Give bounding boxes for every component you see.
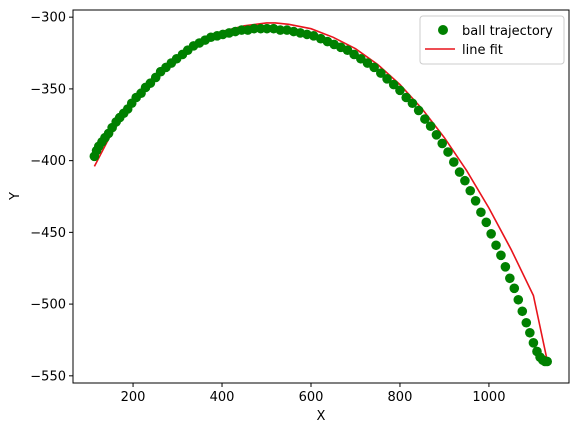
trajectory-point <box>376 68 386 78</box>
y-axis-ticks: −550 −500 −450 −400 −350 −300 <box>30 11 73 384</box>
trajectory-point <box>460 175 470 186</box>
trajectory-point <box>500 261 511 272</box>
trajectory-point <box>407 98 418 109</box>
trajectory-point <box>420 114 430 124</box>
trajectory-point <box>470 196 481 206</box>
y-tick-label: −550 <box>30 369 66 384</box>
trajectory-point <box>401 92 411 103</box>
plot-area <box>73 10 569 383</box>
trajectory-point <box>249 23 259 34</box>
x-tick-label: 200 <box>121 390 146 405</box>
x-tick-label: 400 <box>210 390 235 405</box>
y-tick-label: −350 <box>30 82 66 97</box>
x-axis-ticks: 200 400 600 800 1000 <box>121 383 505 405</box>
y-tick-label: −400 <box>30 154 66 169</box>
trajectory-point <box>437 138 448 149</box>
y-tick-label: −450 <box>30 226 66 241</box>
legend-marker-ball-trajectory <box>438 25 448 35</box>
trajectory-point <box>382 74 392 84</box>
trajectory-point <box>509 283 520 294</box>
trajectory-point <box>496 250 506 261</box>
trajectory-point <box>448 157 459 167</box>
trajectory-point <box>513 294 524 305</box>
trajectory-point <box>425 121 436 132</box>
legend-label-ball-trajectory: ball trajectory <box>462 24 553 39</box>
x-axis-label: X <box>317 409 326 424</box>
trajectory-point <box>262 23 272 34</box>
trajectory-point <box>542 356 553 367</box>
x-tick-label: 600 <box>299 390 324 405</box>
trajectory-point <box>505 273 515 284</box>
trajectory-point <box>465 185 476 196</box>
points-layer <box>89 23 553 367</box>
legend-box <box>419 15 565 65</box>
trajectory-point <box>476 207 486 218</box>
trajectory-point <box>528 338 539 348</box>
trajectory-point <box>413 105 424 116</box>
trajectory-point <box>486 229 496 239</box>
trajectory-point <box>443 147 453 157</box>
trajectory-point <box>521 317 532 328</box>
trajectory-point <box>491 240 501 251</box>
trajectory-point <box>395 85 405 96</box>
x-tick-label: 1000 <box>472 390 505 405</box>
legend: ball trajectory line fit <box>419 15 565 65</box>
legend-label-line-fit: line fit <box>462 43 503 58</box>
x-tick-label: 800 <box>388 390 413 405</box>
y-tick-label: −500 <box>30 298 66 313</box>
y-axis-label: Y <box>8 192 23 201</box>
trajectory-point <box>431 130 442 140</box>
trajectory-point <box>275 25 286 35</box>
trajectory-point <box>517 306 528 317</box>
plot-frame <box>72 9 570 384</box>
y-tick-label: −300 <box>30 11 66 26</box>
trajectory-point <box>454 167 465 177</box>
trajectory-point <box>369 62 379 73</box>
trajectory-point <box>525 327 535 338</box>
trajectory-point <box>481 217 492 228</box>
trajectory-point <box>388 79 399 90</box>
